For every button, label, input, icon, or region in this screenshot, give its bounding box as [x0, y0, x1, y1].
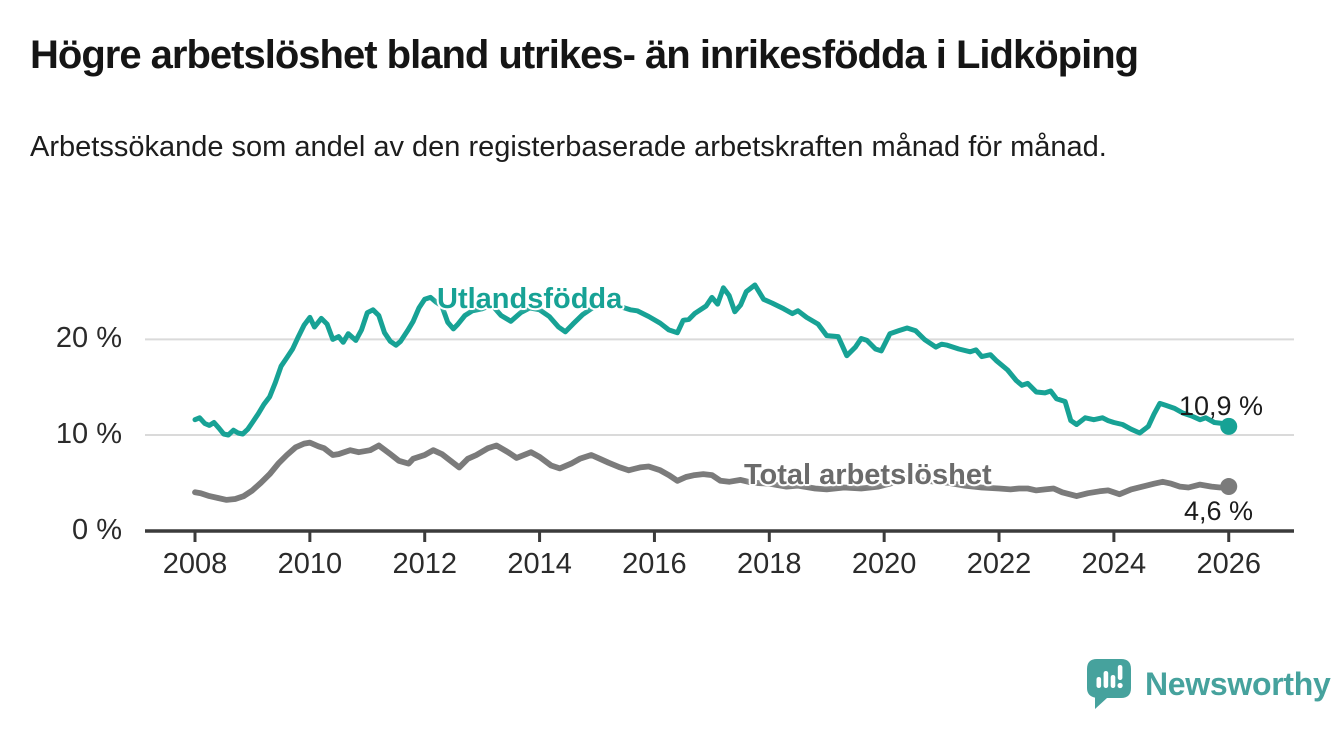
- series-end-dot-total: [1220, 478, 1238, 496]
- y-axis-tick-label: 10 %: [55, 417, 122, 450]
- end-value-label-total: 4,6 %: [1183, 496, 1253, 526]
- chart-subtitle: Arbetssökande som andel av den registerb…: [30, 131, 1107, 163]
- x-axis-tick-label: 2022: [966, 548, 1032, 580]
- chart-title: Högre arbetslöshet bland utrikes- än inr…: [30, 33, 1139, 77]
- x-axis-tick-label: 2026: [1196, 548, 1261, 580]
- newsworthy-speech-bubble-chart-icon: [1087, 659, 1131, 709]
- x-axis-tick-label: 2016: [622, 548, 687, 580]
- x-axis-tick-label: 2010: [277, 548, 343, 580]
- y-axis-tick-label: 20 %: [55, 322, 122, 355]
- x-axis-tick-label: 2012: [392, 548, 457, 580]
- x-axis-tick-label: 2020: [851, 548, 917, 580]
- y-axis-tick-label: 0 %: [72, 513, 122, 546]
- series-line-utlandsfodda: [192, 282, 1232, 438]
- x-axis-tick-label: 2018: [737, 548, 802, 580]
- x-axis-tick-label: 2024: [1081, 548, 1147, 580]
- newsworthy-logo: Newsworthy: [1086, 658, 1331, 710]
- x-axis-tick-label: 2008: [162, 548, 228, 580]
- series-line-total: [192, 439, 1232, 503]
- end-value-label-utlandsfodda: 10,9 %: [1178, 391, 1263, 421]
- x-axis-tick-label: 2014: [507, 548, 572, 580]
- series-end-dot-utlandsfodda: [1220, 417, 1238, 435]
- series-label-utlandsfodda: Utlandsfödda: [437, 283, 623, 315]
- series-label-total-arbetsloshet: Total arbetslöshet: [744, 459, 992, 491]
- newsworthy-brand-name: Newsworthy: [1145, 666, 1331, 702]
